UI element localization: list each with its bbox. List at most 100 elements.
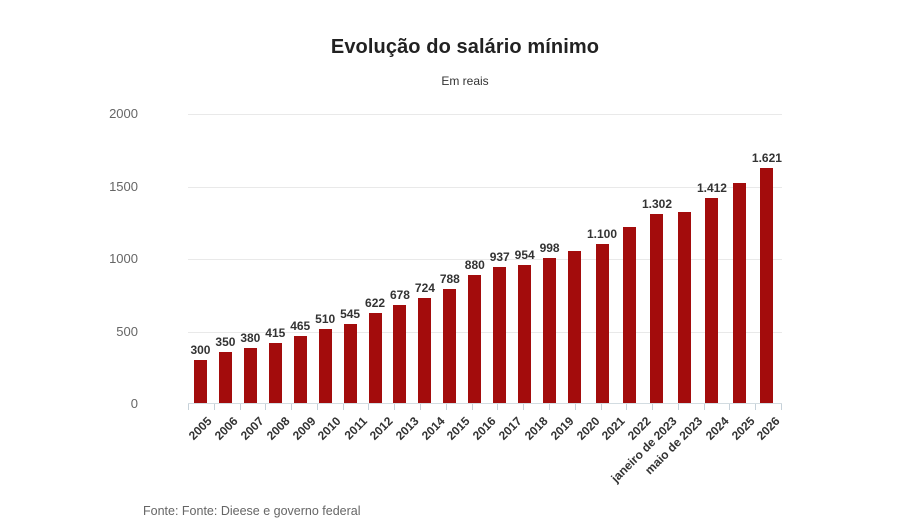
bar-value-label: 1.100 xyxy=(587,226,618,241)
bar-value-label: 545 xyxy=(340,306,361,321)
bar xyxy=(218,352,232,403)
bar-value-label: 937 xyxy=(489,250,510,265)
x-tick xyxy=(755,404,781,410)
bar-value-label: 510 xyxy=(315,312,336,327)
y-tick-label: 500 xyxy=(116,323,138,339)
x-label-slot: 2008 xyxy=(263,404,293,494)
bar-slot: 937 xyxy=(487,114,512,403)
bar-slot: 788 xyxy=(437,114,462,403)
chart-title: Evolução do salário mínimo xyxy=(330,36,600,58)
bar-slot: 622 xyxy=(363,114,388,403)
x-label-slot: 2010 xyxy=(315,404,344,494)
bar-series: 300 350 380 415 465 510 545 622 678 724 788 880 937 9… xyxy=(188,114,782,403)
x-label-slot: 2018 xyxy=(521,404,551,494)
bar xyxy=(268,342,282,403)
x-tick xyxy=(265,404,291,410)
x-tick-label: 2013 xyxy=(392,414,422,443)
bar-slot: 880 xyxy=(462,114,487,403)
bar-value-label: 998 xyxy=(539,241,560,256)
bar-slot: 350 xyxy=(213,114,238,403)
bar xyxy=(760,167,774,403)
x-tick xyxy=(368,404,394,410)
x-label-slot: maio de 2023 xyxy=(642,404,705,494)
bar-value-label: 678 xyxy=(389,287,410,302)
y-tick-label: 1000 xyxy=(109,251,138,266)
bar-value-label: 622 xyxy=(365,295,386,310)
x-label-slot: 2026 xyxy=(754,404,783,494)
x-tick xyxy=(574,404,601,410)
bar xyxy=(243,347,257,403)
y-tick-label: 2000 xyxy=(109,106,138,121)
y-tick-label: 0 xyxy=(130,396,138,411)
bar-slot: 1.412 xyxy=(697,114,727,403)
bar-value-label: 415 xyxy=(265,325,286,340)
bar xyxy=(705,198,719,403)
bar xyxy=(518,264,532,403)
bar-value-label: 954 xyxy=(514,247,535,262)
x-tick xyxy=(626,404,652,410)
bar-slot xyxy=(672,114,697,403)
bar xyxy=(493,267,507,403)
bar-slot: 465 xyxy=(288,114,313,403)
x-label-slot: 2016 xyxy=(470,404,499,494)
bar-slot: 415 xyxy=(263,114,288,403)
x-tick-label: 2008 xyxy=(263,414,293,443)
bar-value-label: 300 xyxy=(190,342,211,357)
x-tick-label: 2015 xyxy=(444,414,474,443)
bar-slot: 724 xyxy=(412,114,437,403)
x-label-slot: 2015 xyxy=(444,404,474,494)
x-tick-label: 2021 xyxy=(599,414,629,443)
bar-value-label: 380 xyxy=(240,330,261,345)
bar xyxy=(650,214,664,403)
bar-value-label: 350 xyxy=(215,335,236,350)
x-label-slot: 2009 xyxy=(289,404,318,494)
bar-slot: 380 xyxy=(238,114,263,403)
x-label-slot: 2014 xyxy=(418,404,447,494)
x-label-slot: 2012 xyxy=(367,404,396,494)
chart-subtitle: Em reais xyxy=(441,74,489,88)
x-tick xyxy=(497,404,523,410)
bar xyxy=(732,182,746,403)
bar-slot: 1.302 xyxy=(642,114,672,403)
bar xyxy=(595,243,609,403)
bar-value-label: 465 xyxy=(290,318,311,333)
x-tick xyxy=(471,404,498,410)
x-tick-label: 2007 xyxy=(237,414,267,443)
x-tick-label: 2025 xyxy=(728,414,758,443)
bar-slot: 300 xyxy=(188,114,213,403)
x-tick xyxy=(445,404,472,410)
bar-value-label: 724 xyxy=(414,281,435,296)
bar-slot: 998 xyxy=(537,114,562,403)
bar xyxy=(468,275,482,403)
bar-slot: 1.100 xyxy=(587,114,617,403)
bar xyxy=(677,211,691,403)
x-tick-label: 2006 xyxy=(211,414,241,443)
bar xyxy=(293,335,307,403)
x-tick xyxy=(316,404,343,410)
x-tick-label: 2017 xyxy=(495,414,525,443)
chart-container: Evolução do salário mínimo Em reais 0 500… xyxy=(109,0,787,531)
chart-source: Fonte: Fonte: Dieese e governo federal xyxy=(143,504,361,518)
x-tick xyxy=(342,404,369,410)
x-tick xyxy=(677,404,704,410)
x-tick-label: 2018 xyxy=(521,414,551,443)
bar-slot xyxy=(617,114,642,403)
x-tick xyxy=(420,404,446,410)
x-label-slot: 2019 xyxy=(548,404,577,494)
bar xyxy=(543,258,557,403)
x-tick-label: 2026 xyxy=(754,414,783,443)
bar xyxy=(343,323,357,403)
bar xyxy=(568,251,582,403)
bar-slot: 954 xyxy=(512,114,537,403)
x-tick xyxy=(188,404,214,410)
x-label-slot: 2017 xyxy=(495,404,525,494)
x-tick xyxy=(291,404,317,410)
x-label-slot: 2007 xyxy=(237,404,267,494)
bar-slot: 1.621 xyxy=(752,114,782,403)
bar-slot xyxy=(727,114,752,403)
y-axis-labels: 0 500 1000 1500 2000 xyxy=(88,106,138,411)
x-tick xyxy=(239,404,266,410)
x-label-slot: 2005 xyxy=(186,404,215,494)
x-label-slot: 2013 xyxy=(392,404,422,494)
